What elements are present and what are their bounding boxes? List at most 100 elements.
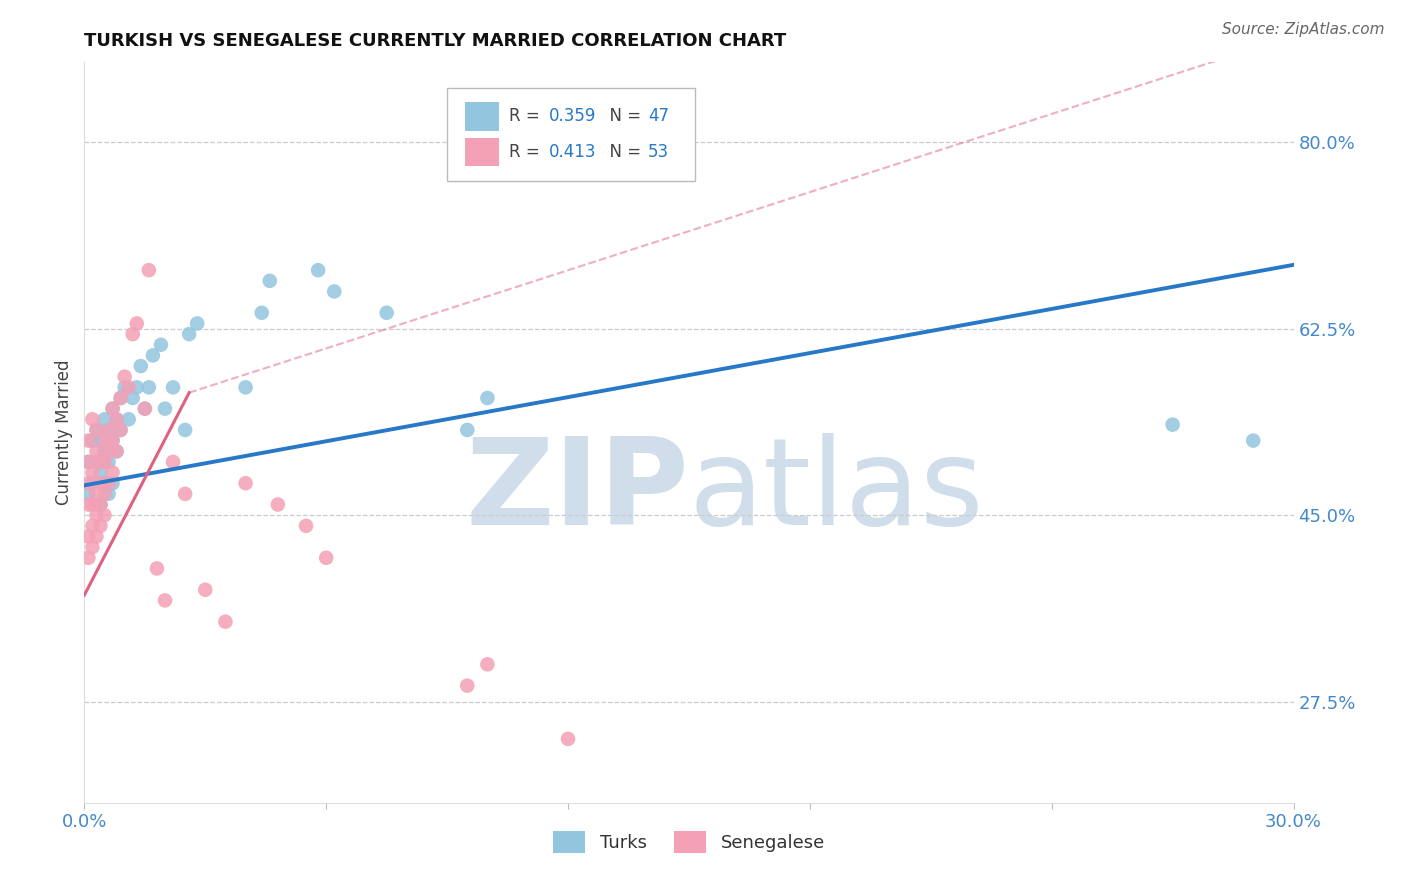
Point bbox=[82, 434, 104, 448]
Point bbox=[557, 731, 579, 746]
Point bbox=[118, 412, 141, 426]
Point bbox=[101, 434, 124, 448]
Point bbox=[105, 412, 128, 426]
Point bbox=[77, 487, 100, 501]
Point bbox=[259, 274, 281, 288]
Point bbox=[77, 476, 100, 491]
Point bbox=[77, 434, 100, 448]
Point bbox=[101, 401, 124, 416]
Point bbox=[77, 529, 100, 543]
Point bbox=[86, 487, 108, 501]
Point bbox=[93, 487, 115, 501]
Point bbox=[82, 498, 104, 512]
Point bbox=[250, 306, 273, 320]
Point bbox=[194, 582, 217, 597]
Point bbox=[174, 487, 197, 501]
Point bbox=[110, 391, 132, 405]
Point bbox=[121, 391, 143, 405]
Point bbox=[89, 476, 111, 491]
Point bbox=[1161, 417, 1184, 432]
Point bbox=[134, 401, 156, 416]
Point bbox=[162, 380, 184, 394]
Point bbox=[125, 380, 148, 394]
Point bbox=[89, 434, 111, 448]
Point bbox=[118, 380, 141, 394]
Point bbox=[179, 327, 201, 342]
Point bbox=[295, 518, 318, 533]
Point bbox=[86, 529, 108, 543]
Point bbox=[82, 466, 104, 480]
Point bbox=[162, 455, 184, 469]
Text: 0.359: 0.359 bbox=[548, 108, 596, 126]
Point bbox=[101, 476, 124, 491]
Point bbox=[1241, 434, 1264, 448]
Legend: Turks, Senegalese: Turks, Senegalese bbox=[546, 824, 832, 861]
Point bbox=[323, 285, 346, 299]
Point bbox=[97, 423, 120, 437]
Text: atlas: atlas bbox=[689, 434, 984, 550]
Point bbox=[315, 550, 337, 565]
Point bbox=[121, 327, 143, 342]
Point bbox=[97, 455, 120, 469]
Point bbox=[153, 401, 176, 416]
Point bbox=[101, 401, 124, 416]
Text: Source: ZipAtlas.com: Source: ZipAtlas.com bbox=[1222, 22, 1385, 37]
FancyBboxPatch shape bbox=[465, 103, 499, 130]
Point bbox=[93, 412, 115, 426]
Point bbox=[114, 380, 136, 394]
Point bbox=[86, 423, 108, 437]
Point bbox=[97, 476, 120, 491]
Point bbox=[93, 508, 115, 523]
Text: 47: 47 bbox=[648, 108, 669, 126]
Point bbox=[89, 498, 111, 512]
Point bbox=[267, 498, 290, 512]
Point bbox=[97, 423, 120, 437]
Point bbox=[138, 380, 160, 394]
Point bbox=[82, 476, 104, 491]
Point bbox=[101, 434, 124, 448]
Point bbox=[77, 498, 100, 512]
Point bbox=[101, 466, 124, 480]
Point bbox=[77, 550, 100, 565]
Point bbox=[149, 337, 172, 351]
Point bbox=[235, 380, 257, 394]
Point bbox=[77, 455, 100, 469]
Point bbox=[93, 476, 115, 491]
Point bbox=[110, 423, 132, 437]
Text: R =: R = bbox=[509, 143, 544, 161]
Point bbox=[110, 423, 132, 437]
Point bbox=[82, 540, 104, 554]
Text: R =: R = bbox=[509, 108, 544, 126]
Point bbox=[97, 487, 120, 501]
Text: ZIP: ZIP bbox=[465, 434, 689, 550]
Point bbox=[86, 423, 108, 437]
Point bbox=[125, 317, 148, 331]
Point bbox=[86, 455, 108, 469]
Point bbox=[110, 391, 132, 405]
Point bbox=[138, 263, 160, 277]
Point bbox=[86, 508, 108, 523]
Point bbox=[134, 401, 156, 416]
Point bbox=[456, 679, 478, 693]
Point bbox=[477, 391, 499, 405]
Point bbox=[97, 444, 120, 458]
FancyBboxPatch shape bbox=[465, 138, 499, 166]
Point bbox=[105, 444, 128, 458]
Point bbox=[307, 263, 329, 277]
Text: 53: 53 bbox=[648, 143, 669, 161]
Point bbox=[82, 412, 104, 426]
Point bbox=[93, 444, 115, 458]
Point bbox=[93, 455, 115, 469]
Point bbox=[89, 466, 111, 480]
Point bbox=[89, 498, 111, 512]
Point bbox=[477, 657, 499, 672]
Point bbox=[235, 476, 257, 491]
Point bbox=[77, 455, 100, 469]
Point bbox=[105, 444, 128, 458]
Point bbox=[82, 518, 104, 533]
Text: N =: N = bbox=[599, 108, 647, 126]
Point bbox=[142, 348, 165, 362]
Point bbox=[186, 317, 208, 331]
Point bbox=[174, 423, 197, 437]
Point bbox=[86, 444, 108, 458]
